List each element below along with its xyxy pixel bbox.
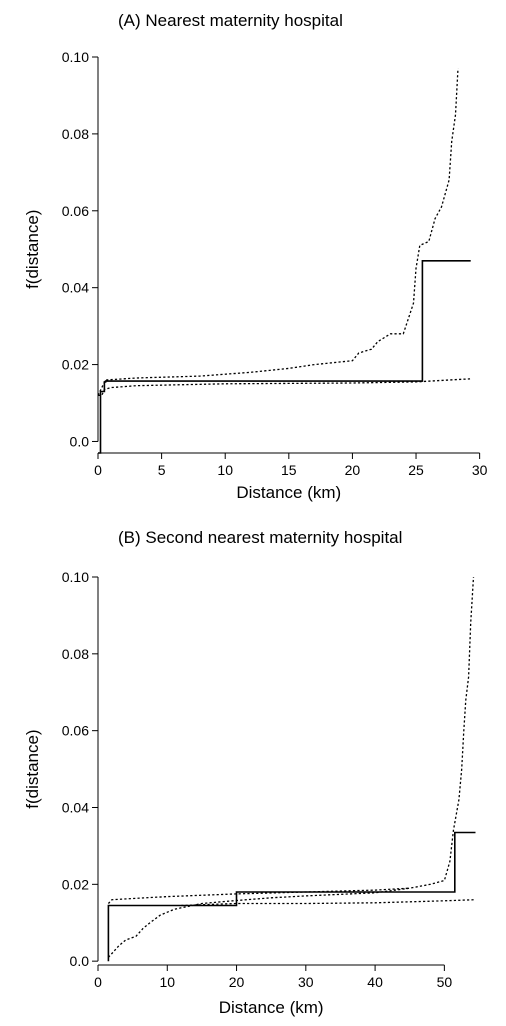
y-tick-label: 0.0 (70, 953, 90, 969)
y-tick-label: 0.04 (62, 280, 89, 296)
confidence-band-line (107, 576, 475, 958)
y-tick-label: 0.06 (62, 203, 89, 219)
y-axis-label: f(distance) (23, 210, 42, 289)
confidence-band-line (98, 378, 471, 396)
x-tick-label: 50 (437, 974, 453, 990)
estimate-line (107, 831, 476, 962)
x-axis-label: Distance (km) (236, 483, 341, 502)
panel-b: (B) Second nearest maternity hospital 0 10… (23, 528, 476, 1017)
x-axis-label: Distance (km) (219, 998, 324, 1017)
x-tick-label: 30 (472, 462, 488, 478)
y-tick-label: 0.08 (62, 646, 89, 662)
y-tick-label: 0.10 (62, 569, 89, 585)
x-tick-label: 0 (94, 974, 102, 990)
x-tick-label: 0 (94, 462, 102, 478)
confidence-band-line (97, 68, 459, 396)
x-tick-label: 20 (345, 462, 361, 478)
chart-title: (B) Second nearest maternity hospital (118, 528, 402, 547)
x-tick-label: 30 (298, 974, 314, 990)
y-tick-label: 0.04 (62, 799, 89, 815)
y-tick-label: 0.02 (62, 357, 89, 373)
y-tick-label: 0.02 (62, 876, 89, 892)
confidence-band-line (181, 899, 476, 907)
chart-title: (A) Nearest maternity hospital (118, 11, 343, 30)
confidence-band-line (107, 887, 410, 904)
x-tick-label: 10 (217, 462, 233, 478)
x-tick-label: 5 (158, 462, 166, 478)
x-tick-label: 40 (367, 974, 383, 990)
y-tick-label: 0.0 (70, 433, 90, 449)
x-tick-label: 10 (159, 974, 175, 990)
y-tick-label: 0.08 (62, 126, 89, 142)
x-tick-label: 25 (408, 462, 424, 478)
y-tick-label: 0.10 (62, 49, 89, 65)
x-tick-label: 20 (229, 974, 245, 990)
panel-a: (A) Nearest maternity hospital 0 5 10 15 20 25… (23, 11, 488, 502)
y-tick-label: 0.06 (62, 723, 89, 739)
y-axis-label: f(distance) (23, 729, 42, 808)
x-tick-label: 15 (281, 462, 297, 478)
